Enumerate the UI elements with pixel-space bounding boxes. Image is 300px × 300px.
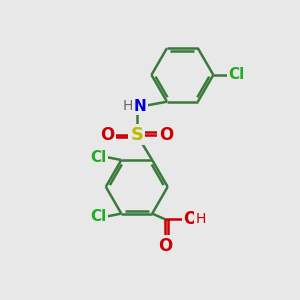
Text: N: N [133, 99, 146, 114]
Text: S: S [130, 126, 143, 144]
Text: H: H [122, 99, 133, 113]
Text: O: O [183, 210, 198, 228]
Text: Cl: Cl [90, 150, 106, 165]
Text: O: O [159, 126, 173, 144]
Text: Cl: Cl [90, 209, 106, 224]
Text: O: O [158, 237, 172, 255]
Text: O: O [100, 126, 114, 144]
Text: H: H [196, 212, 206, 226]
Text: Cl: Cl [228, 68, 244, 82]
